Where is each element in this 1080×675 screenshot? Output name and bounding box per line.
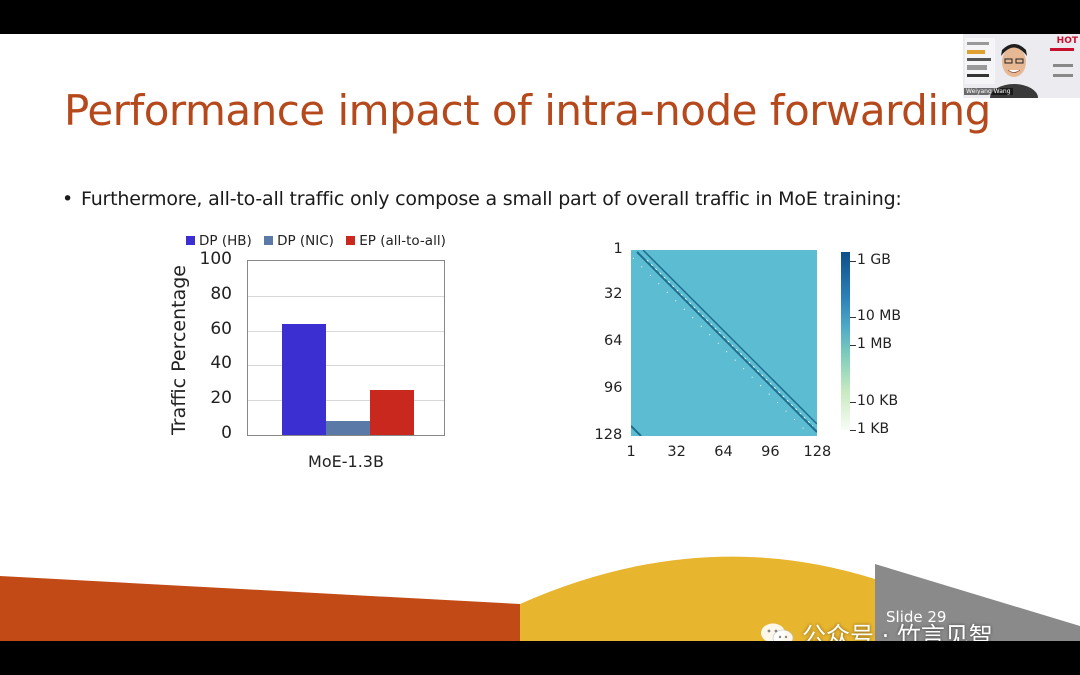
heatmap-ytick: 128 — [594, 427, 623, 443]
presenter-name: Weiyang Wang — [964, 88, 1013, 95]
colorbar-tick — [850, 401, 856, 403]
heatmap-ytick: 64 — [604, 333, 623, 350]
slide-decoration — [0, 556, 1080, 641]
bar-chart-category-label: MoE-1.3B — [308, 452, 384, 471]
heatmap-diagonals — [631, 250, 817, 436]
slide: Performance impact of intra-node forward… — [0, 34, 1080, 641]
bar-dp-nic — [326, 421, 370, 435]
ytick-label: 20 — [210, 388, 232, 409]
colorbar-label: 10 KB — [857, 392, 899, 409]
ytick-label: 60 — [210, 318, 232, 339]
bullet-content: Furthermore, all-to-all traffic only com… — [81, 188, 902, 210]
colorbar-tick — [850, 430, 856, 431]
legend-label: EP (all-to-all) — [359, 233, 446, 249]
colorbar-tick — [850, 260, 856, 262]
legend-item-dp-nic: DP (NIC) — [264, 233, 334, 249]
bullet-text: • Furthermore, all-to-all traffic only co… — [62, 188, 902, 210]
gridline — [248, 295, 444, 297]
colorbar-label: 1 GB — [857, 251, 891, 268]
colorbar-label: 1 KB — [857, 421, 890, 437]
heatmap-xtick: 64 — [714, 444, 733, 460]
colorbar-label: 1 MB — [857, 336, 893, 353]
hot-interconnects-logo: HOT — [1056, 36, 1078, 46]
bullet-marker: • — [62, 188, 74, 210]
gridline — [248, 330, 444, 332]
wechat-watermark: 公众号 · 竹言见智 — [760, 616, 993, 641]
heatmap-colorbar — [841, 252, 850, 430]
bar-chart-legend: DP (HB) DP (NIC) EP (all-to-all) — [186, 233, 454, 249]
bar-ep-all-to-all — [370, 389, 414, 435]
ytick-label: 80 — [210, 283, 232, 304]
colorbar-tick — [850, 317, 856, 318]
heatmap-xtick: 1 — [626, 444, 636, 460]
ytick-label: 100 — [199, 249, 232, 269]
watermark-text: 公众号 · 竹言见智 — [802, 622, 993, 641]
colorbar-label: 10 MB — [857, 308, 901, 324]
legend-item-dp-hb: DP (HB) — [186, 233, 252, 249]
bar-dp-hb — [282, 323, 326, 435]
ytick-label: 0 — [221, 423, 232, 443]
legend-item-ep: EP (all-to-all) — [346, 233, 446, 249]
heatmap-ytick: 96 — [604, 380, 623, 397]
legend-label: DP (NIC) — [277, 233, 334, 249]
wechat-icon — [761, 623, 794, 641]
legend-label: DP (HB) — [199, 233, 252, 249]
presenter-avatar — [963, 34, 1080, 98]
heatmap-xtick: 32 — [667, 444, 686, 460]
slide-number: Slide 29 — [886, 608, 947, 626]
heatmap-ytick: 32 — [604, 286, 623, 303]
heatmap-xtick: 128 — [803, 444, 832, 460]
bar-chart-ylabel: Traffic Percentage — [168, 265, 190, 436]
heatmap-xtick: 96 — [761, 444, 780, 460]
traffic-heatmap — [631, 250, 817, 436]
gridline — [248, 365, 444, 367]
bar-chart-plot-area — [247, 260, 445, 436]
presenter-webcam: HOT Weiyang Wang — [963, 34, 1080, 98]
gridline — [248, 400, 444, 402]
heatmap-ytick: 1 — [613, 241, 623, 257]
slide-title: Performance impact of intra-node forward… — [64, 86, 991, 135]
colorbar-tick — [850, 345, 856, 347]
ytick-label: 40 — [210, 353, 232, 374]
